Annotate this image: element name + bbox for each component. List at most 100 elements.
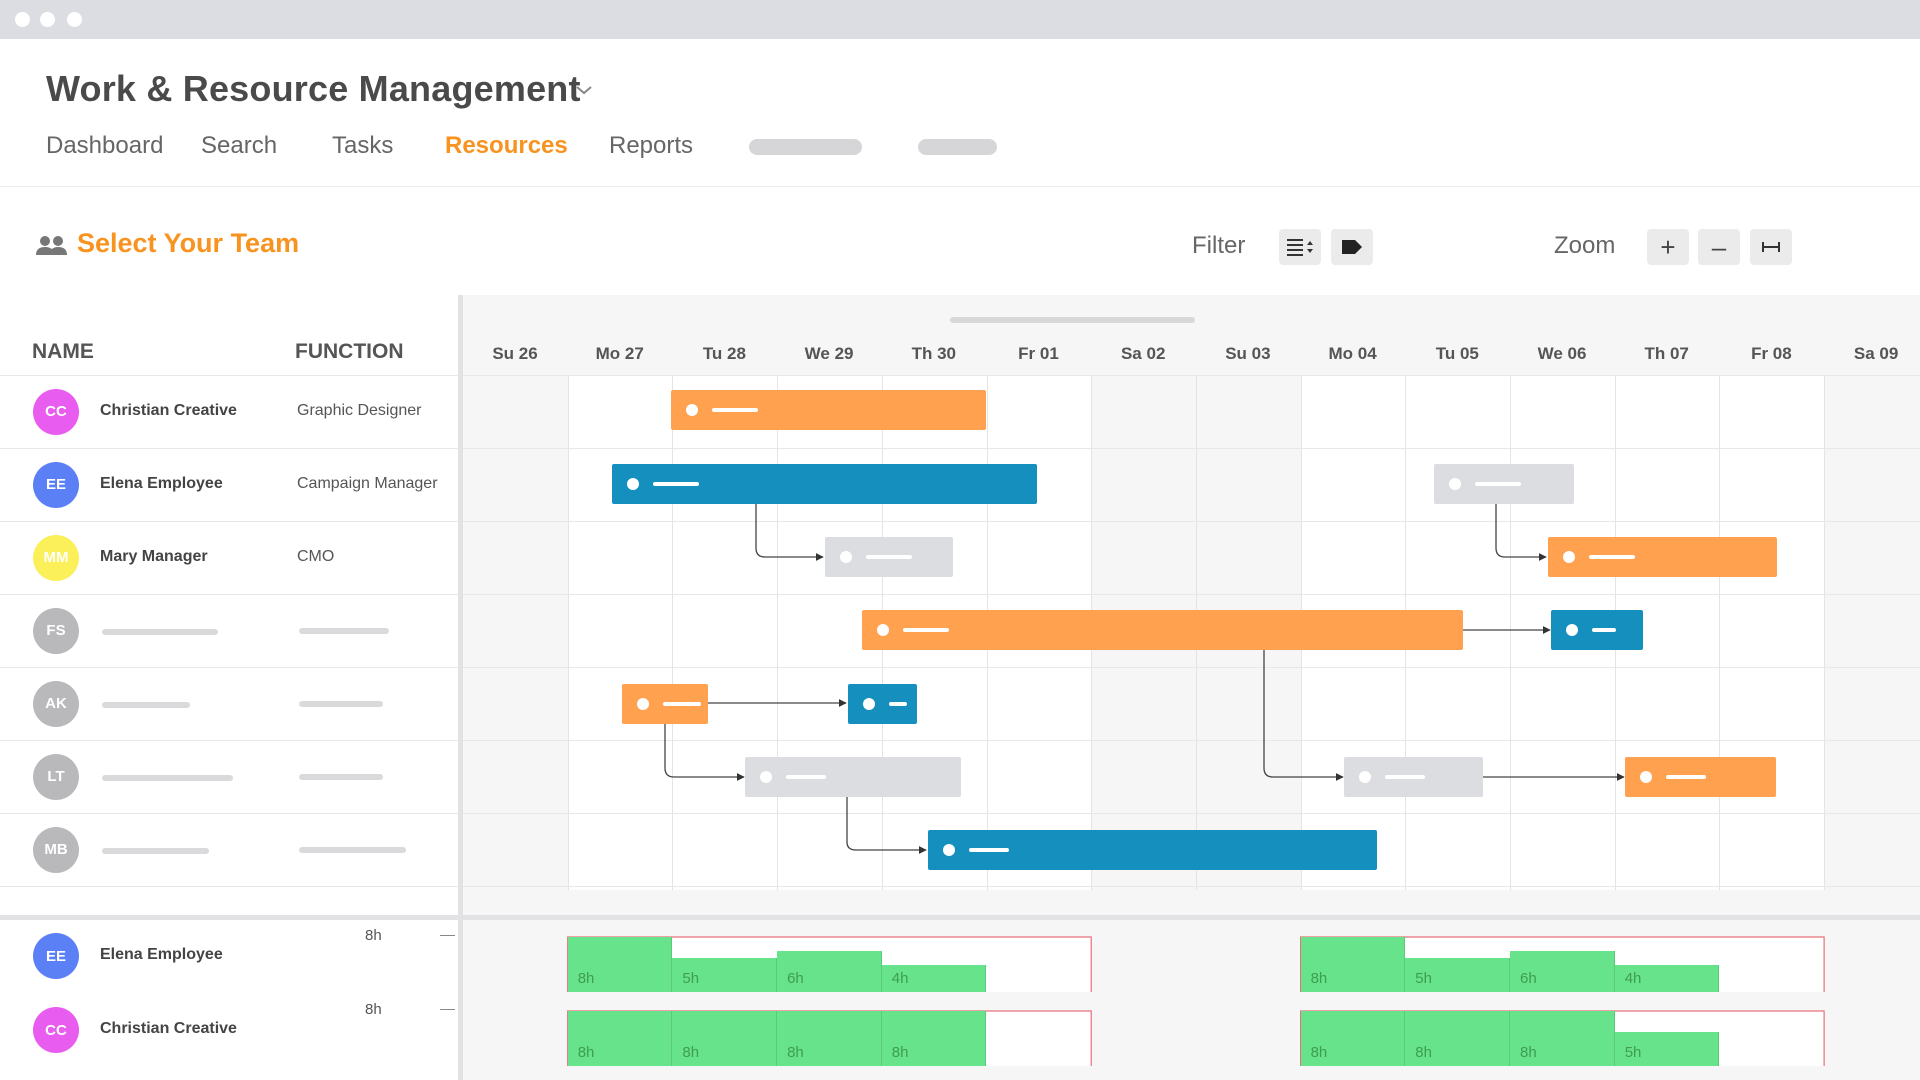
row-gridline [0,740,1920,741]
avatar[interactable]: AK [33,680,79,727]
capacity-bar[interactable] [777,1011,882,1066]
header-divider [0,186,1920,187]
person-name[interactable]: Mary Manager [100,547,208,565]
capacity-bar[interactable] [672,1011,778,1066]
capacity-bar[interactable] [881,1011,987,1066]
capacity-hours-label: 8h [787,1044,804,1061]
nav-placeholder[interactable] [918,139,997,155]
nav-tasks[interactable]: Tasks [332,132,394,159]
capacity-hours-label: 8h [577,970,595,987]
window-close-dot[interactable] [15,12,30,27]
task-bar[interactable] [671,390,986,430]
capacity-bar[interactable] [1300,937,1406,992]
capacity-bar[interactable] [1510,1011,1615,1066]
day-label: Su 03 [1225,344,1271,363]
capacity-bar[interactable] [567,1011,673,1066]
capacity-bar[interactable] [1405,1011,1510,1066]
person-name[interactable]: Christian Creative [100,401,237,419]
task-bar[interactable] [1548,537,1777,577]
panel-splitter[interactable] [458,295,463,1080]
avatar[interactable]: EE [33,461,79,508]
capacity-max-label: 8h [365,927,382,944]
day-label: We 06 [1537,344,1587,363]
task-bar[interactable] [612,464,1037,504]
avatar[interactable]: FS [33,607,79,654]
list-sort-icon [1287,239,1313,256]
capacity-hours-label: 6h [1520,970,1537,987]
capacity-bar[interactable] [1614,1031,1720,1066]
nav-placeholder[interactable] [749,139,862,155]
avatar[interactable]: EE [33,933,79,979]
task-bar[interactable] [1551,610,1643,650]
day-label: Mo 04 [1328,344,1377,363]
nav-reports[interactable]: Reports [609,132,694,159]
capacity-max-label: 8h [365,1001,382,1018]
task-bar[interactable] [862,610,1463,650]
window-maximize-dot[interactable] [67,12,82,27]
function-placeholder [299,846,406,853]
day-label: Su 26 [492,344,538,363]
capacity-person-name[interactable]: Elena Employee [100,946,223,963]
select-team-button[interactable]: Select Your Team [77,228,300,258]
function-placeholder [299,773,383,780]
capacity-divider [0,915,1920,920]
avatar[interactable]: MM [33,534,79,581]
tag-icon [1342,240,1362,254]
day-gridline [672,375,673,890]
timeline-scrollbar[interactable] [950,317,1195,323]
name-placeholder [102,774,233,781]
zoom-fit-button[interactable] [1750,229,1792,265]
zoom-out-button[interactable]: – [1698,229,1740,265]
capacity-bar[interactable] [567,937,673,992]
capacity-hours-label: 8h [891,1044,909,1061]
nav-resources[interactable]: Resources [445,132,568,159]
task-bar[interactable] [1625,757,1776,797]
capacity-hours-label: 8h [1415,1044,1432,1061]
avatar[interactable]: CC [33,1007,79,1053]
day-label: Tu 05 [1435,344,1479,363]
zoom-label: Zoom [1554,232,1616,259]
task-bar[interactable] [745,757,961,797]
row-gridline [0,813,1920,814]
row-gridline [0,448,1920,449]
avatar[interactable]: CC [33,388,79,435]
capacity-bar[interactable] [672,957,778,992]
row-gridline [0,667,1920,668]
avatar[interactable]: MB [33,826,79,873]
day-gridline [1719,375,1720,890]
capacity-bar[interactable] [1300,1011,1406,1066]
day-gridline [1824,375,1825,890]
task-bar[interactable] [1434,464,1574,504]
task-bar[interactable] [622,684,708,724]
column-header-function[interactable]: FUNCTION [295,340,404,363]
function-placeholder [299,627,389,634]
capacity-hours-label: 8h [1310,1044,1328,1061]
capacity-hours-label: 5h [1624,1044,1642,1061]
capacity-bar[interactable] [1614,964,1720,992]
nav-dashboard[interactable]: Dashboard [46,132,164,159]
row-gridline [0,886,1920,887]
capacity-bar[interactable] [777,950,882,992]
function-placeholder [299,700,383,707]
capacity-bar[interactable] [1405,957,1510,992]
filter-list-button[interactable] [1279,229,1321,265]
capacity-hours-label: 5h [1415,970,1432,987]
capacity-person-name[interactable]: Christian Creative [100,1020,237,1037]
chevron-down-icon[interactable] [575,84,593,96]
task-bar[interactable] [928,830,1377,870]
window-minimize-dot[interactable] [40,12,55,27]
task-bar[interactable] [848,684,917,724]
capacity-bar[interactable] [881,964,987,992]
capacity-hours-label: 4h [1624,970,1642,987]
nav-search[interactable]: Search [201,132,278,159]
column-header-name[interactable]: NAME [32,340,94,363]
task-bar[interactable] [825,537,953,577]
filter-tag-button[interactable] [1331,229,1373,265]
capacity-hours-label: 6h [787,970,804,987]
capacity-bar[interactable] [1510,950,1615,992]
day-label: Th 07 [1644,344,1689,363]
task-bar[interactable] [1344,757,1483,797]
person-name[interactable]: Elena Employee [100,474,223,492]
zoom-in-button[interactable]: + [1647,229,1689,265]
avatar[interactable]: LT [33,753,79,800]
